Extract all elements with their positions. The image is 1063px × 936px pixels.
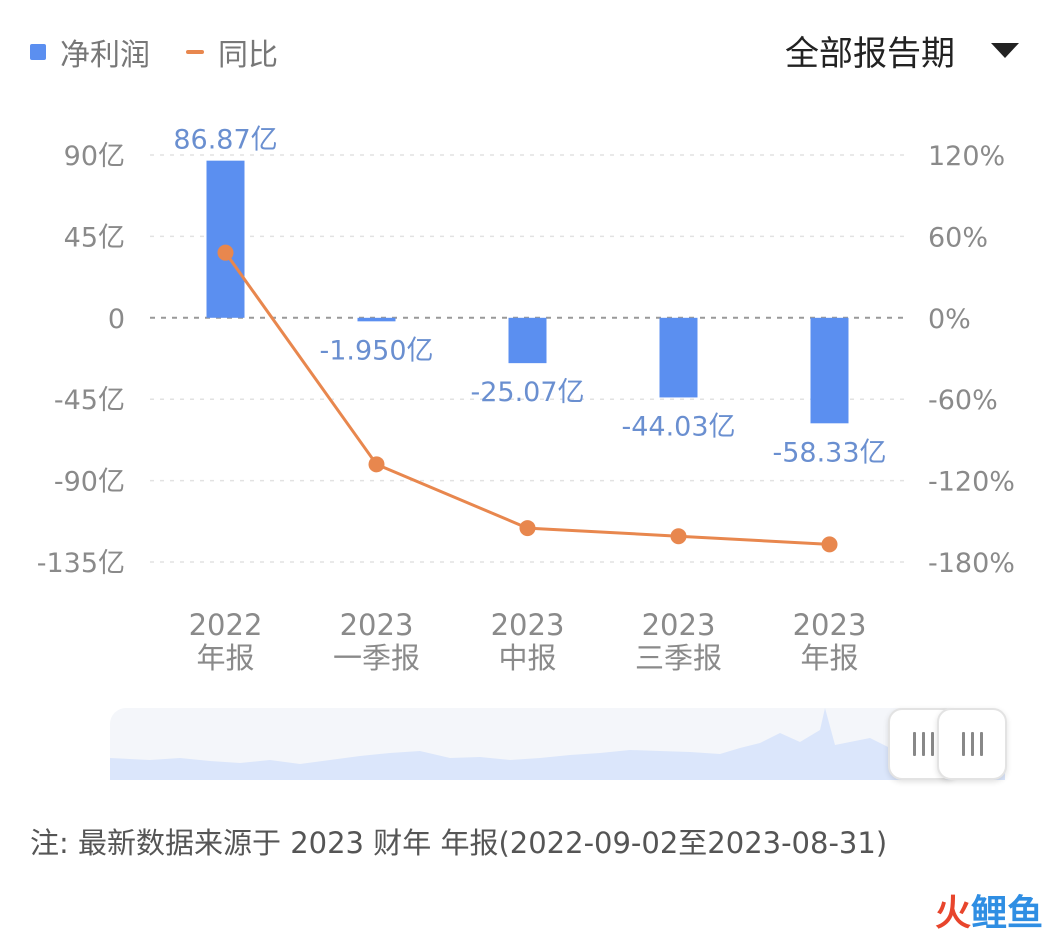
range-slider[interactable] <box>110 708 1007 780</box>
y-right-tick-label: -60% <box>928 385 998 416</box>
grip-icon <box>961 732 983 756</box>
bar <box>810 317 849 424</box>
x-tick-label-period: 一季报 <box>333 641 420 675</box>
x-tick-label-period: 三季报 <box>635 641 722 675</box>
y-left-tick-label: -90亿 <box>54 467 125 498</box>
x-tick-label-year: 2022 <box>189 608 263 642</box>
x-tick-label-year: 2023 <box>340 608 414 642</box>
grip-icon <box>912 732 934 756</box>
x-tick-label-year: 2023 <box>642 608 716 642</box>
slider-area-preview <box>110 708 1005 780</box>
y-right-tick-label: 60% <box>928 222 988 253</box>
bar <box>508 317 547 364</box>
x-tick-label-year: 2023 <box>793 608 867 642</box>
bar <box>206 160 245 318</box>
y-right-tick-label: -120% <box>928 467 1015 498</box>
period-select[interactable]: 全部报告期 <box>785 26 1019 75</box>
legend-item-net-profit[interactable]: 净利润 <box>30 30 150 74</box>
data-source-note: 注: 最新数据来源于 2023 财年 年报(2022-09-02至2023-08… <box>30 826 888 860</box>
slider-handle-right[interactable] <box>937 708 1007 780</box>
x-tick-label-period: 中报 <box>498 641 556 675</box>
yoy-point <box>368 456 385 473</box>
period-select-label: 全部报告期 <box>785 34 955 74</box>
y-left-tick-label: 0 <box>108 304 125 335</box>
yoy-point <box>519 520 536 537</box>
caret-down-icon <box>991 43 1019 58</box>
legend-label-net-profit: 净利润 <box>60 38 150 73</box>
x-tick-label-period: 年报 <box>196 641 254 675</box>
bar-value-label: -58.33亿 <box>772 437 886 468</box>
bar <box>659 317 698 398</box>
bar-value-label: -44.03亿 <box>621 411 735 442</box>
legend-item-yoy[interactable]: 同比 <box>186 30 278 74</box>
slider-preview <box>110 708 1005 780</box>
bar <box>357 317 396 322</box>
yoy-point <box>217 244 234 261</box>
x-tick-label-period: 年报 <box>800 641 858 675</box>
bar-value-label: 86.87亿 <box>173 125 277 156</box>
watermark-part-1: 火 <box>934 893 971 934</box>
bar-value-label: -25.07亿 <box>470 377 584 408</box>
line-swatch-icon <box>186 50 204 54</box>
net-profit-chart: 90亿 45亿 0 -45亿 -90亿 -135亿 120% 60% 0% -60% -120% -1… <box>37 125 1015 675</box>
y-left-tick-label: -135亿 <box>37 548 125 579</box>
x-tick-label-year: 2023 <box>491 608 565 642</box>
y-right-tick-label: 0% <box>928 304 971 335</box>
bar-swatch-icon <box>30 44 46 60</box>
y-left-tick-label: 90亿 <box>64 141 125 172</box>
watermark-logo: 火鲤鱼 <box>935 884 1043 936</box>
y-left-tick-label: -45亿 <box>54 385 125 416</box>
y-right-tick-label: 120% <box>928 141 1005 172</box>
legend-label-yoy: 同比 <box>218 38 278 73</box>
watermark-part-2: 鲤鱼 <box>970 893 1043 934</box>
chart-legend: 净利润 同比 <box>30 30 314 74</box>
yoy-point <box>821 536 838 553</box>
bar-value-label: -1.950亿 <box>319 335 433 366</box>
yoy-point <box>670 528 687 545</box>
y-right-tick-label: -180% <box>928 548 1015 579</box>
y-left-tick-label: 45亿 <box>64 222 125 253</box>
